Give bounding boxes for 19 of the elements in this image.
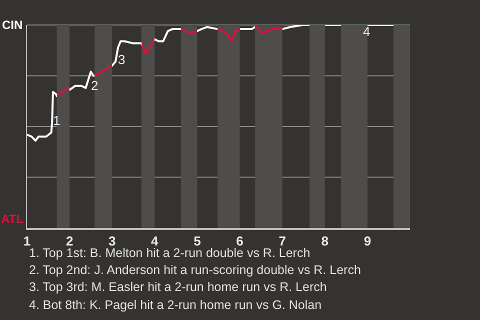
text: 3. Top 3rd: M. Easler hit a 2-run home run vs R. Lerch	[29, 280, 327, 294]
x-tick-label: 6	[236, 234, 244, 249]
annotation: 4	[363, 24, 370, 39]
text: ATL	[1, 212, 24, 226]
x-tick-label: 1	[23, 234, 31, 249]
x-tick-label: 4	[151, 234, 160, 249]
x-tick-label: 8	[321, 234, 329, 249]
x-tick-label: 7	[278, 234, 286, 249]
annotation: 2	[91, 78, 98, 93]
x-tick-label: 5	[194, 234, 201, 249]
x-tick-label: 2	[66, 234, 74, 249]
text: CIN	[2, 18, 23, 32]
annotation: 3	[118, 52, 126, 67]
annotation: 1	[53, 113, 60, 128]
x-tick-label: 3	[108, 234, 116, 249]
text: 1. Top 1st: B. Melton hit a 2-run double vs R. Lerch	[29, 246, 310, 260]
text: 4. Bot 8th: K. Pagel hit a 2-run home run vs G. Nolan	[29, 298, 322, 312]
text: 2. Top 2nd: J. Anderson hit a run-scoring double vs R. Lerch	[29, 263, 361, 277]
x-tick-label: 9	[364, 234, 372, 249]
